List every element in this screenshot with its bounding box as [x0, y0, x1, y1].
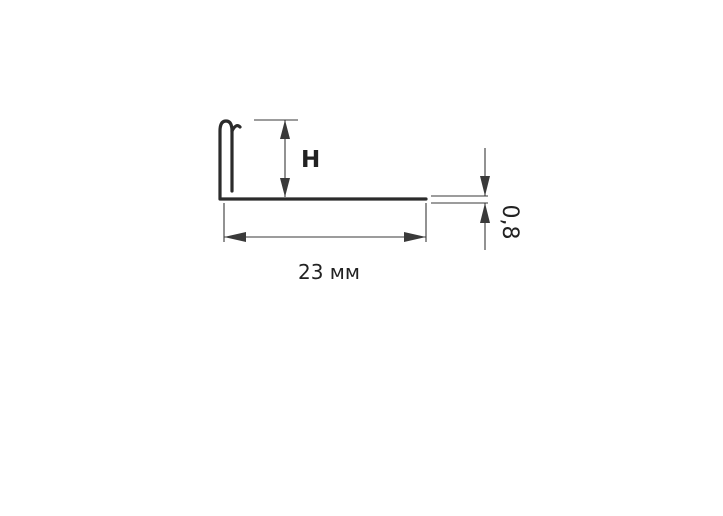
thickness-arrow-bottom [480, 203, 490, 223]
height-arrow-bottom [280, 178, 290, 197]
thickness-label: 0,8 [497, 205, 522, 240]
profile-outline [218, 119, 428, 201]
width-arrow-right [404, 232, 426, 242]
profile-inner-hem [230, 124, 242, 133]
width-dimension: 23 мм [223, 203, 427, 284]
width-arrow-left [224, 232, 246, 242]
thickness-arrow-top [480, 176, 490, 196]
height-dimension: H [254, 119, 320, 197]
height-arrow-top [280, 120, 290, 139]
profile-cross-section [218, 119, 428, 201]
width-label: 23 мм [298, 260, 360, 284]
height-label: H [301, 147, 320, 173]
thickness-dimension: 0,8 [431, 148, 522, 250]
